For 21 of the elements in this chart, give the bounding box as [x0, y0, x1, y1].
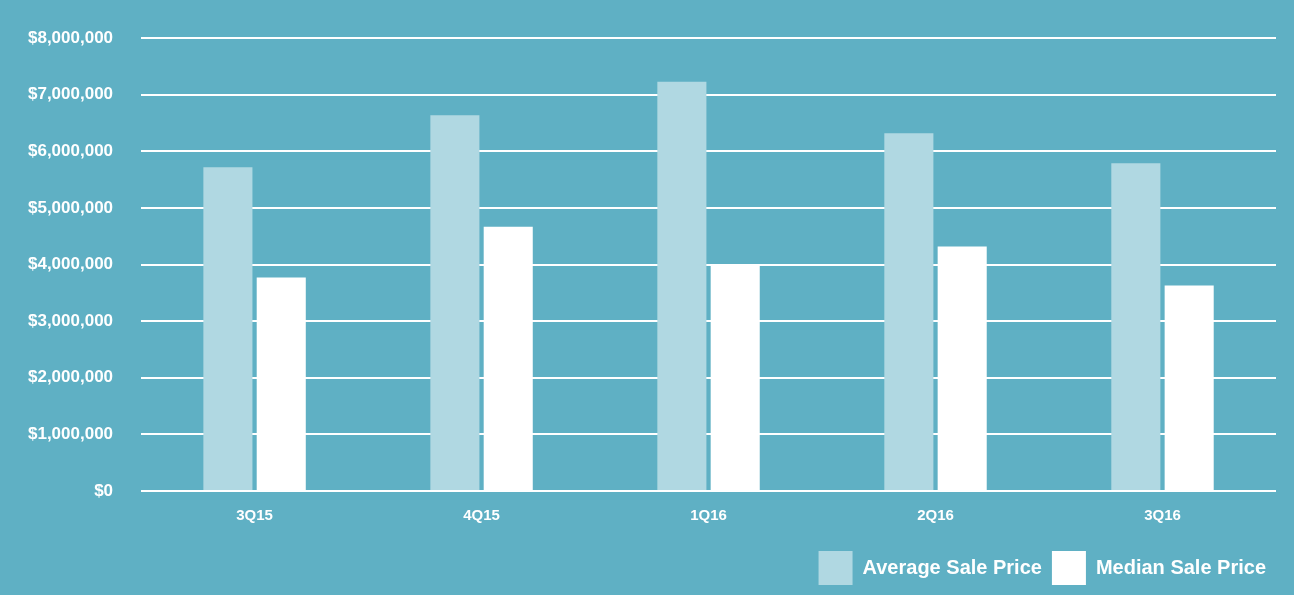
y-tick-label: $0	[94, 480, 114, 500]
x-tick-label: 2Q16	[917, 506, 954, 524]
x-tick-label: 1Q16	[690, 506, 727, 524]
y-tick-label: $1,000,000	[27, 424, 114, 444]
y-tick-label: $2,000,000	[27, 367, 114, 387]
y-tick-label: $5,000,000	[27, 197, 114, 217]
legend-label: Median Sale Price	[1095, 555, 1266, 578]
y-tick-label: $3,000,000	[27, 310, 114, 330]
x-tick-label: 3Q15	[236, 506, 273, 524]
bar	[430, 115, 480, 490]
y-tick-label: $8,000,000	[27, 27, 114, 47]
y-tick-label: $7,000,000	[27, 84, 114, 104]
y-tick-label: $4,000,000	[27, 254, 114, 274]
legend-label: Average Sale Price	[862, 555, 1042, 578]
x-tick-label: 4Q15	[463, 506, 500, 524]
bar	[1111, 163, 1161, 490]
x-tick-label: 3Q16	[1144, 506, 1181, 524]
bar	[203, 167, 253, 490]
y-tick-label: $6,000,000	[27, 141, 114, 161]
bar	[657, 81, 707, 490]
bar	[884, 133, 934, 490]
